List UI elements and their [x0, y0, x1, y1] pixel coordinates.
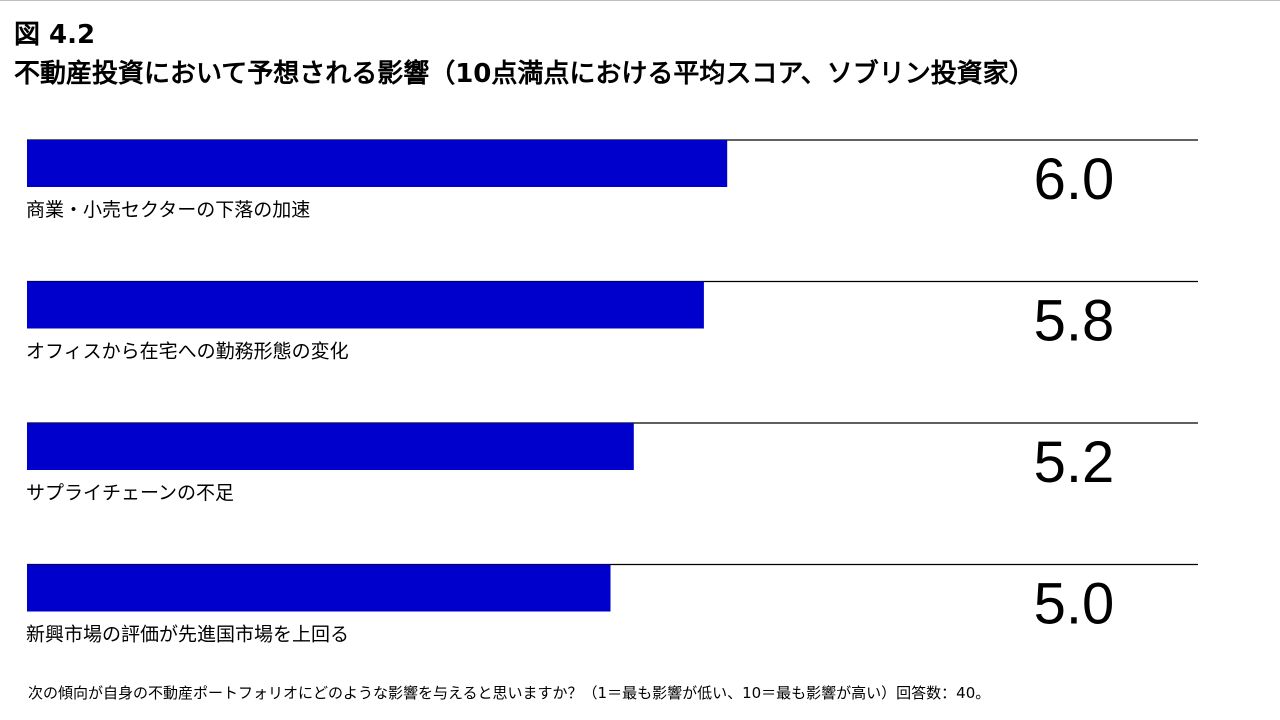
bar	[27, 140, 728, 187]
figure-title: 不動産投資において予想される影響（10点満点における平均スコア、ソブリン投資家）	[14, 59, 1035, 89]
value-label: 5.0	[1034, 572, 1115, 637]
category-label: オフィスから在宅への勤務形態の変化	[26, 341, 349, 363]
category-label: 商業・小売セクターの下落の加速	[26, 199, 310, 221]
category-label: 新興市場の評価が先進国市場を上回る	[26, 624, 349, 646]
bar	[27, 564, 611, 612]
bar	[27, 423, 634, 470]
figure-label: 図 4.2	[14, 20, 96, 50]
category-label: サプライチェーンの不足	[26, 482, 234, 504]
value-label: 6.0	[1034, 147, 1115, 212]
top-border-rule	[0, 0, 1280, 1]
bar	[27, 281, 704, 329]
footnote: 次の傾向が自身の不動産ポートフォリオにどのような影響を与えると思いますか？（1＝…	[28, 684, 991, 702]
value-label: 5.2	[1034, 430, 1115, 495]
value-label: 5.8	[1034, 289, 1115, 354]
